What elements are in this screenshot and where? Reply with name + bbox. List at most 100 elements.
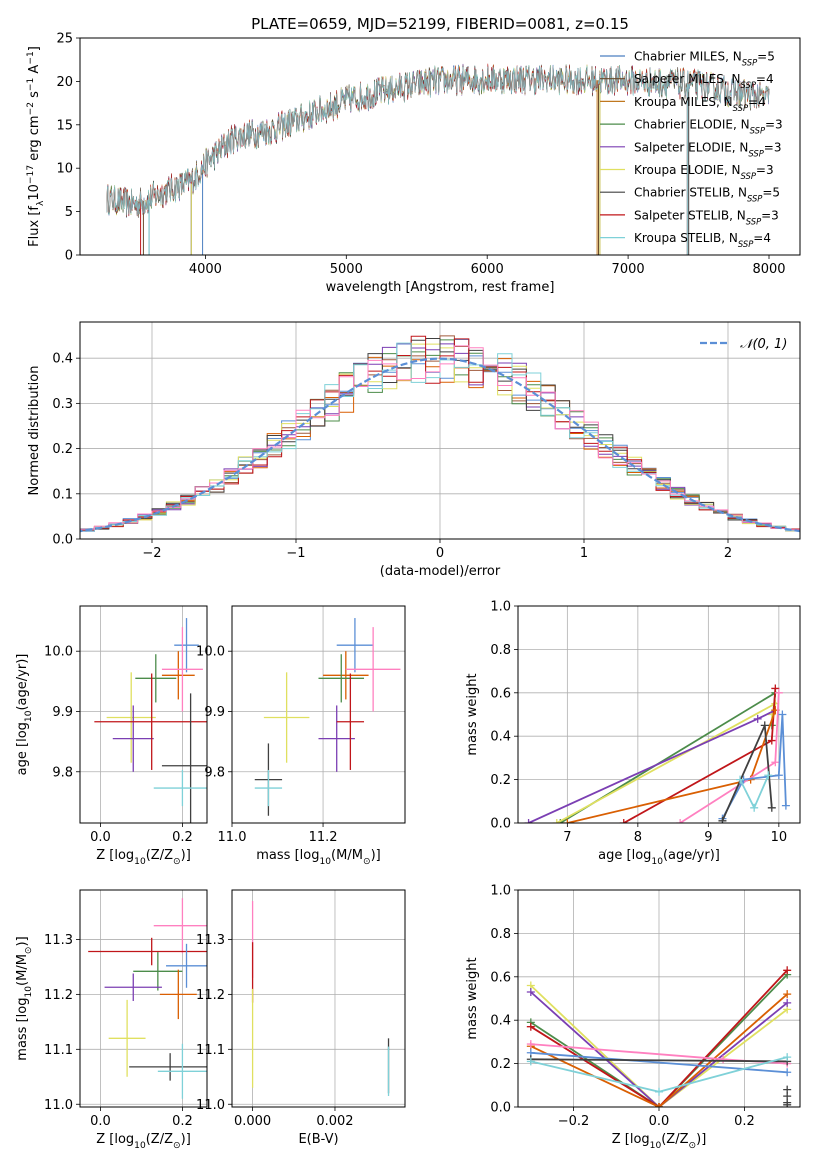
y-tick-label: 5 [65,205,73,220]
weight-marker [783,1053,792,1062]
weight-marker [526,987,535,996]
legend-label: Chabrier STELIB, NSSP=5 [634,186,780,204]
y-tick-label: 20 [56,75,73,90]
y-tick-label: 11.1 [196,1043,225,1058]
axes-frame [517,889,801,1108]
axes-frame [517,605,801,824]
y-tick-label: 0.4 [490,1014,511,1029]
spectrum-lines [106,63,770,255]
y-tick-label: 10.0 [196,645,225,660]
x-tick-label: 0 [436,546,444,561]
y-tick-label: 0 [65,249,73,264]
weight-marker [750,803,759,812]
weight-marker [778,710,787,719]
y-tick-label: 0.0 [52,533,73,548]
x-tick-label: 7000 [612,262,645,277]
histogram-steps [80,335,800,534]
weight-marker [655,1103,663,1107]
legend-label: Chabrier ELODIE, NSSP=3 [634,118,783,136]
weight-marker [783,998,792,1007]
y-tick-label: 11.1 [44,1043,73,1058]
x-tick-label: 11.2 [309,830,338,845]
y-tick-label: 0.2 [490,773,511,788]
x-tick-label: 2 [724,546,732,561]
weight-marker [783,990,792,999]
weight-series-line [530,973,788,1107]
y-tick-label: 1.0 [490,884,511,899]
age_vs_Z-panel: 0.0 0.2 9.8 9.9 10.0 Z [log10(Z/Z⊙)] age [log1… [15,605,208,867]
age_vs_mass-errorbars [254,618,401,816]
y-tick-label: 0.0 [490,1101,511,1116]
weight-marker [771,684,780,693]
y-tick-label: 10 [56,162,73,177]
x-tick-label: 0.2 [172,1114,193,1129]
axes-frame [79,889,208,1108]
x-tick-label: 0.0 [90,830,111,845]
weight-marker [526,1057,535,1066]
weight-series-line [530,1058,788,1063]
y-tick-label: 9.9 [204,705,225,720]
axes-frame [79,321,801,540]
axes-frame [79,605,208,824]
age_vs_mass-panel: 11.0 11.2 9.8 9.9 10.0 mass [log10(M/M⊙)] [196,605,406,867]
mass_vs_ebv-errorbars [251,900,390,1097]
residuals-panel: −2 −1 0 1 2 0.0 0.1 0.2 0.3 0.4 (data-model)/error… [27,321,801,579]
spectrum-panel: 4000 5000 6000 7000 8000 0 5 10 15 20 25 wavelength… [26,32,801,295]
legend-label: Kroupa ELODIE, NSSP=3 [634,163,774,181]
residuals-legend: 𝒩(0, 1) [700,337,787,352]
weight-marker [736,775,745,784]
weight-marker [767,803,776,812]
weight-marker [526,1022,535,1031]
legend-label: Salpeter ELODIE, NSSP=3 [634,140,782,158]
axes-frame [231,889,406,1108]
y-tick-label: 0.3 [52,397,73,412]
x-tick-label: 11.0 [218,830,247,845]
mass_vs_Z-panel: 0.0 0.2 11.0 11.1 11.2 11.3 Z [log10(Z/Z⊙)] mas… [15,889,208,1151]
y-tick-label: 11.3 [44,933,73,948]
y-tick-label: 0.8 [490,927,511,942]
weight-marker [783,966,792,975]
weight-marker [718,816,727,823]
y-tick-label: 11.0 [44,1098,73,1113]
x-tick-label: −0.2 [558,1114,590,1129]
x-tick-label: 8 [634,830,642,845]
massweight_vs_Z-panel: −0.2 0.0 0.2 0.0 0.2 0.4 0.6 0.8 1.0 Z [log10(Z/Z… [465,884,801,1151]
weight-marker [619,819,628,823]
weight-marker [781,801,790,810]
mass_vs_Z-x-label: Z [log10(Z/Z⊙)] [96,1132,191,1151]
legend-label: Salpeter STELIB, NSSP=3 [634,208,779,226]
y-tick-label: 0.0 [490,817,511,832]
y-tick-label: 0.6 [490,970,511,985]
x-tick-label: 1 [580,546,588,561]
weight-series-line [530,993,788,1107]
x-tick-label: −1 [286,546,305,561]
y-tick-label: 1.0 [490,600,511,615]
weight-marker [524,819,533,823]
weight-series-line [530,991,788,1107]
age_vs_Z-errorbars [94,618,207,823]
spectrum-x-label: wavelength [Angstrom, rest frame] [326,280,555,295]
massweight_vs_age-panel: 7 8 9 10 0.0 0.2 0.4 0.6 0.8 1.0 age [log10(age/yr… [465,600,801,867]
legend-label: Chabrier MILES, NSSP=5 [634,50,775,68]
axes-frame [231,605,406,824]
weight-marker [676,819,685,823]
y-tick-label: 0.1 [52,487,73,502]
x-tick-label: 5000 [330,262,363,277]
y-tick-label: 0.4 [52,352,73,367]
y-tick-label: 11.2 [44,988,73,1003]
weight-marker [764,771,773,780]
massweight_vs_age-y-label: mass weight [465,673,480,755]
y-tick-label: 0.2 [52,442,73,457]
legend-label: 𝒩(0, 1) [740,337,787,352]
massweight_vs_Z-lines [526,966,792,1107]
x-tick-label: −2 [142,546,161,561]
spectrum-series-line [106,65,770,216]
massweight_vs_Z-y-label: mass weight [465,957,480,1039]
x-tick-label: 0.0 [90,1114,111,1129]
residuals-y-label: Normed distribution [27,366,42,496]
y-tick-label: 0.8 [490,643,511,658]
massweight_vs_Z-x-label: Z [log10(Z/Z⊙)] [612,1132,707,1151]
weight-marker [563,819,572,823]
weight-marker [552,819,561,823]
